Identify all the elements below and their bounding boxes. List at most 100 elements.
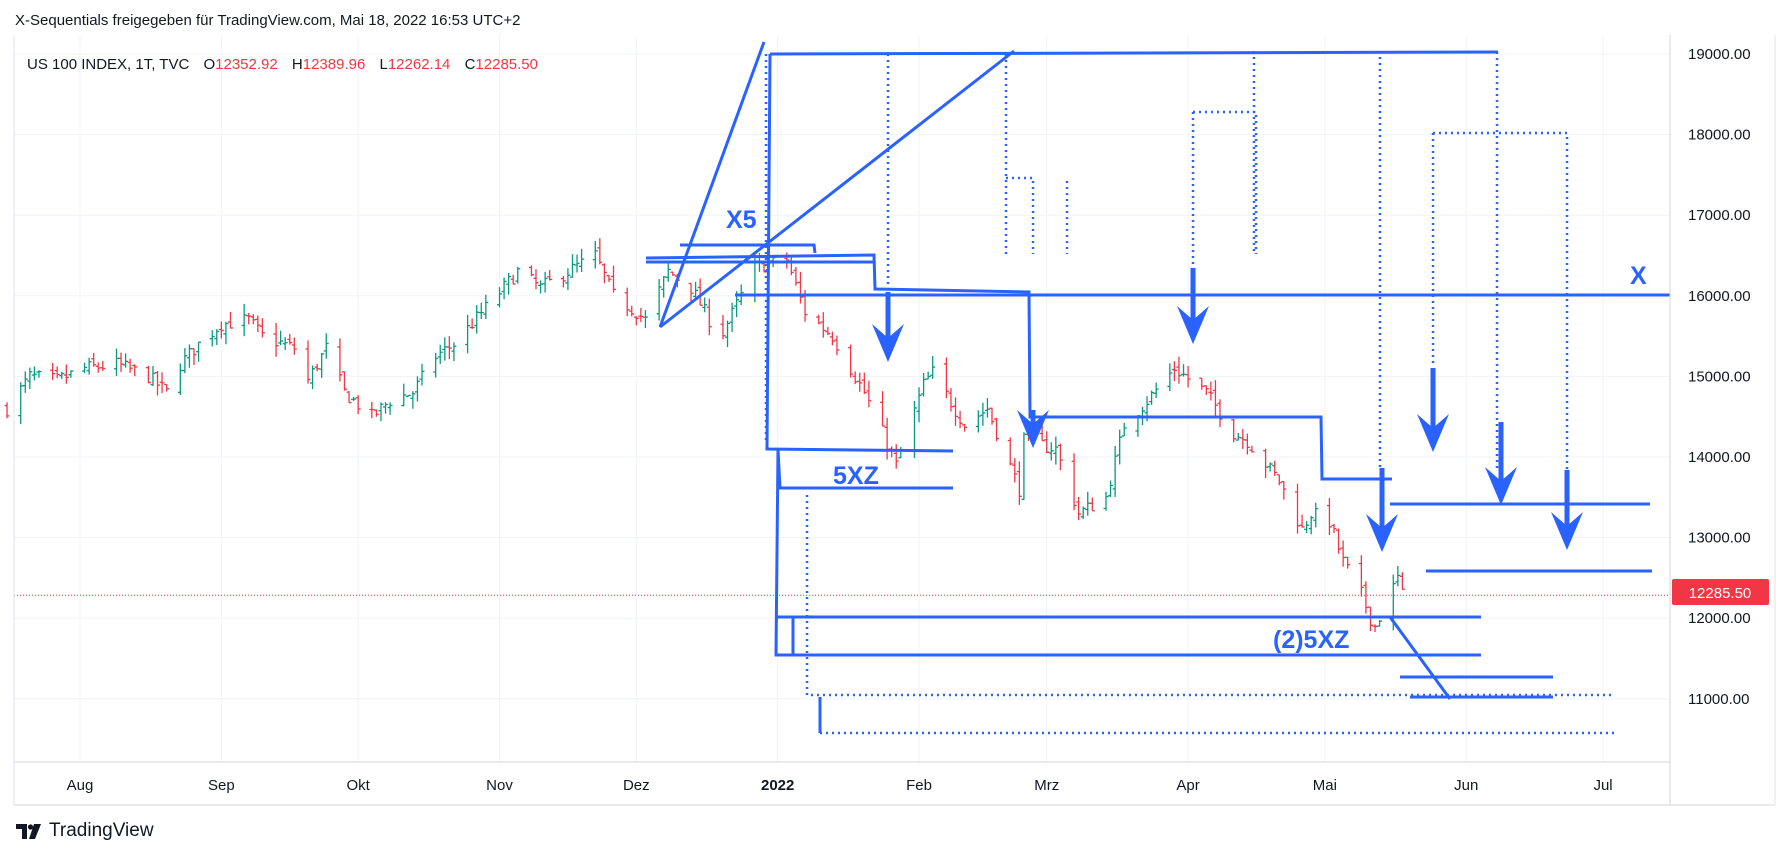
ohlc-bar xyxy=(633,316,639,326)
ohlc-bar xyxy=(383,402,389,414)
ohlc-bar xyxy=(305,340,311,384)
ohlc-bar xyxy=(310,365,316,390)
drawing-dotted-line xyxy=(1191,110,1258,290)
ohlc-bar xyxy=(1053,436,1059,465)
ohlc-bar xyxy=(538,280,544,294)
ohlc-bar xyxy=(930,356,936,379)
ohlc-bar xyxy=(611,265,617,293)
ohlc-bar xyxy=(1185,365,1191,388)
ohlc-bar xyxy=(1149,390,1155,405)
ohlc-bar xyxy=(341,371,347,391)
ohlc-bar xyxy=(319,353,325,378)
ohlc-bar xyxy=(1217,399,1223,428)
ohlc-bar xyxy=(54,366,60,379)
ohlc-bar xyxy=(100,360,106,372)
price-tick-label: 11000.00 xyxy=(1688,691,1749,708)
ohlc-bar xyxy=(528,265,534,277)
ohlc-bar xyxy=(793,267,799,286)
ohlc-bar xyxy=(925,371,931,380)
ohlc-bar xyxy=(542,271,548,293)
legend-open-value: 12352.92 xyxy=(215,56,278,73)
publisher-line: X-Sequentials freigegeben für TradingVie… xyxy=(15,12,521,29)
ohlc-bar xyxy=(953,397,959,426)
ohlc-bar xyxy=(63,364,69,384)
legend-open-label: O xyxy=(203,56,215,73)
ohlc-bar xyxy=(1048,442,1054,461)
ohlc-bar xyxy=(601,263,607,284)
ohlc-bar xyxy=(82,362,88,374)
price-tick-label: 17000.00 xyxy=(1688,207,1751,224)
ohlc-bar xyxy=(569,254,575,278)
ohlc-bar xyxy=(1336,528,1342,554)
ohlc-bar xyxy=(510,274,516,285)
ohlc-bar xyxy=(848,344,854,378)
ohlc-bar xyxy=(720,314,726,340)
time-tick-label: Nov xyxy=(486,777,513,794)
tradingview-logo-icon xyxy=(16,824,41,839)
ohlc-bar xyxy=(1016,461,1022,505)
ohlc-bar xyxy=(59,371,65,380)
ohlc-bar xyxy=(1021,432,1027,501)
time-tick-label: Mai xyxy=(1313,777,1337,794)
ohlc-bar xyxy=(478,302,484,319)
legend-high-value: 12389.96 xyxy=(303,56,366,73)
ohlc-bar xyxy=(1085,491,1091,516)
ohlc-bar xyxy=(255,315,261,333)
price-tick-label: 19000.00 xyxy=(1688,46,1751,63)
time-tick-label: Dez xyxy=(623,777,650,794)
ohlc-bar xyxy=(1103,491,1109,511)
arrow-head xyxy=(1366,514,1398,552)
footer-brand[interactable]: TradingView xyxy=(15,820,154,842)
ohlc-bar xyxy=(1080,506,1086,519)
ohlc-bar xyxy=(1304,521,1310,534)
time-axis[interactable]: Aug Sep Okt Nov Dez 2022 Feb Mrz Apr Mai Jun Jul xyxy=(67,777,1613,794)
ohlc-bar xyxy=(132,364,138,377)
ohlc-bar xyxy=(697,278,703,306)
ohlc-bar xyxy=(145,365,151,384)
ohlc-bar xyxy=(725,320,731,348)
ohlc-bar xyxy=(688,282,694,303)
drawing-dotted-line xyxy=(1431,131,1569,470)
ohlc-bar xyxy=(1231,418,1237,443)
ohlc-bar xyxy=(1108,480,1114,498)
ohlc-bar xyxy=(246,312,252,325)
ohlc-bar xyxy=(287,333,293,345)
ohlc-bar xyxy=(223,322,229,345)
ohlc-bar xyxy=(893,444,899,469)
ohlc-bar xyxy=(1299,514,1305,528)
ohlc-bar xyxy=(1171,361,1177,381)
ohlc-bar xyxy=(852,371,858,385)
ohlc-bar xyxy=(91,352,97,367)
ohlc-bar xyxy=(1345,556,1351,569)
ohlc-bar xyxy=(574,254,580,273)
ohlc-bar xyxy=(656,279,662,321)
ohlc-bar xyxy=(1395,566,1401,587)
ohlc-bar xyxy=(989,407,995,425)
ohlc-bar xyxy=(68,370,74,378)
ohlc-bar xyxy=(533,269,539,290)
ohlc-bar xyxy=(191,348,197,366)
price-tick-label: 18000.00 xyxy=(1688,127,1751,144)
ohlc-bar xyxy=(506,273,512,295)
price-axis[interactable]: 19000.00 18000.00 17000.00 16000.00 15000.00… xyxy=(1688,46,1751,708)
ohlc-bar xyxy=(346,391,352,404)
ohlc-bar xyxy=(1212,380,1218,416)
ohlc-bar xyxy=(36,370,42,378)
ohlc-bar xyxy=(706,298,712,336)
ohlc-bar xyxy=(1399,572,1405,590)
ohlc-bar xyxy=(1153,382,1159,398)
ohlc-bar xyxy=(182,348,188,374)
ohlc-bar xyxy=(729,302,735,332)
time-tick-label: Jul xyxy=(1593,777,1612,794)
ohlc-bar xyxy=(834,335,840,356)
arrow-head xyxy=(872,324,904,362)
drawing-polyline xyxy=(765,53,954,453)
ohlc-bar xyxy=(898,446,904,459)
ohlc-bar xyxy=(451,342,457,362)
ohlc-bar xyxy=(816,314,822,325)
price-tick-label: 14000.00 xyxy=(1688,449,1751,466)
ohlc-bar xyxy=(1272,460,1278,476)
ohlc-bar xyxy=(22,371,28,393)
ohlc-bar xyxy=(369,401,375,419)
